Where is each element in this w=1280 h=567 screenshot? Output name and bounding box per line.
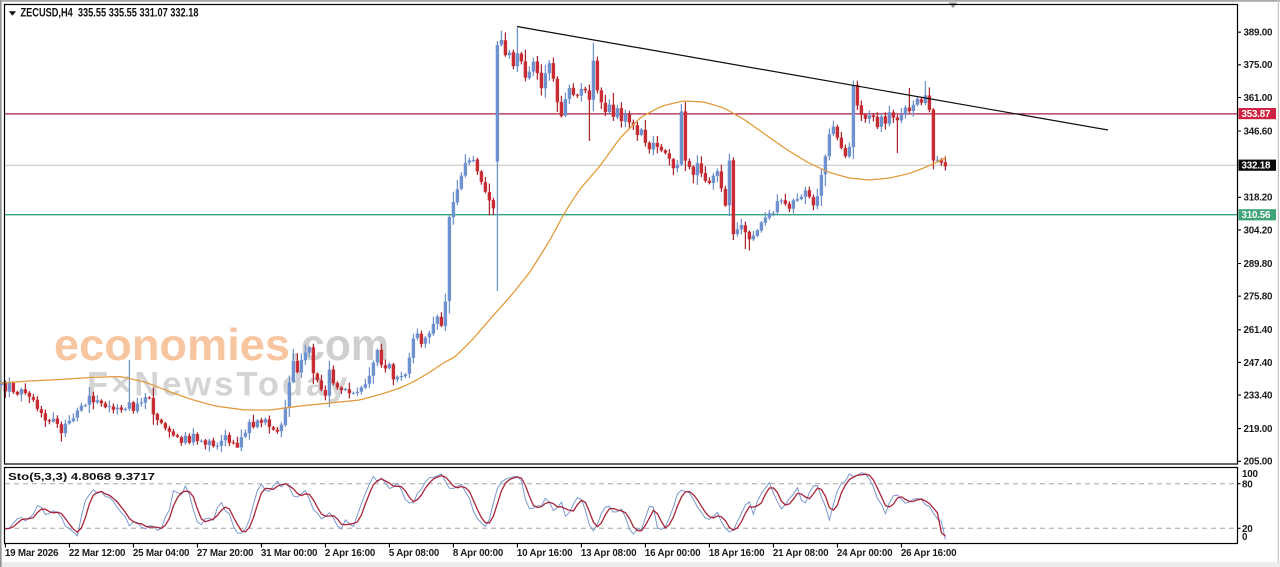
svg-text:20: 20: [1242, 524, 1253, 535]
svg-text:10 Apr 16:00: 10 Apr 16:00: [517, 548, 573, 559]
svg-text:310.56: 310.56: [1242, 210, 1272, 221]
svg-text:economies: economies: [54, 321, 290, 370]
svg-text:25 Mar 04:00: 25 Mar 04:00: [133, 548, 190, 559]
svg-text:31 Mar 00:00: 31 Mar 00:00: [261, 548, 318, 559]
svg-text:100: 100: [1242, 469, 1258, 480]
svg-text:304.20: 304.20: [1244, 225, 1274, 236]
svg-text:2 Apr 16:00: 2 Apr 16:00: [325, 548, 376, 559]
svg-text:205.00: 205.00: [1244, 457, 1274, 468]
svg-text:22 Mar 12:00: 22 Mar 12:00: [69, 548, 126, 559]
svg-text:26 Apr 16:00: 26 Apr 16:00: [901, 548, 957, 559]
svg-text:289.80: 289.80: [1244, 259, 1274, 270]
svg-text:318.20: 318.20: [1244, 193, 1274, 204]
svg-text:18 Apr 16:00: 18 Apr 16:00: [709, 548, 765, 559]
svg-text:13 Apr 08:00: 13 Apr 08:00: [581, 548, 637, 559]
svg-text:261.40: 261.40: [1244, 325, 1274, 336]
svg-text:27 Mar 20:00: 27 Mar 20:00: [197, 548, 254, 559]
svg-text:247.40: 247.40: [1244, 358, 1274, 369]
svg-text:0: 0: [1242, 532, 1248, 543]
svg-text:389.00: 389.00: [1244, 28, 1274, 39]
svg-text:Sto(5,3,3) 4.8068 9.3717: Sto(5,3,3) 4.8068 9.3717: [8, 471, 155, 483]
svg-text:375.00: 375.00: [1244, 60, 1274, 71]
svg-text:353.87: 353.87: [1242, 109, 1272, 120]
svg-text:24 Apr 00:00: 24 Apr 00:00: [837, 548, 893, 559]
svg-text:346.60: 346.60: [1244, 126, 1274, 137]
svg-text:21 Apr 08:00: 21 Apr 08:00: [773, 548, 829, 559]
svg-text:275.80: 275.80: [1244, 292, 1274, 303]
svg-text:332.18: 332.18: [1242, 161, 1272, 172]
svg-text:19 Mar 2026: 19 Mar 2026: [5, 548, 59, 559]
svg-text:361.00: 361.00: [1244, 93, 1274, 104]
svg-text:F×NewsToday: F×NewsToday: [87, 366, 350, 404]
svg-text:233.40: 233.40: [1244, 391, 1274, 402]
svg-text:5 Apr 08:00: 5 Apr 08:00: [389, 548, 440, 559]
svg-text:ZECUSD,H4 335.55 335.55 331.0: ZECUSD,H4 335.55 335.55 331.07 332.18: [21, 8, 199, 20]
svg-text:16 Apr 00:00: 16 Apr 00:00: [645, 548, 701, 559]
svg-text:80: 80: [1242, 480, 1253, 491]
svg-text:219.00: 219.00: [1244, 424, 1274, 435]
svg-text:8 Apr 00:00: 8 Apr 00:00: [453, 548, 504, 559]
